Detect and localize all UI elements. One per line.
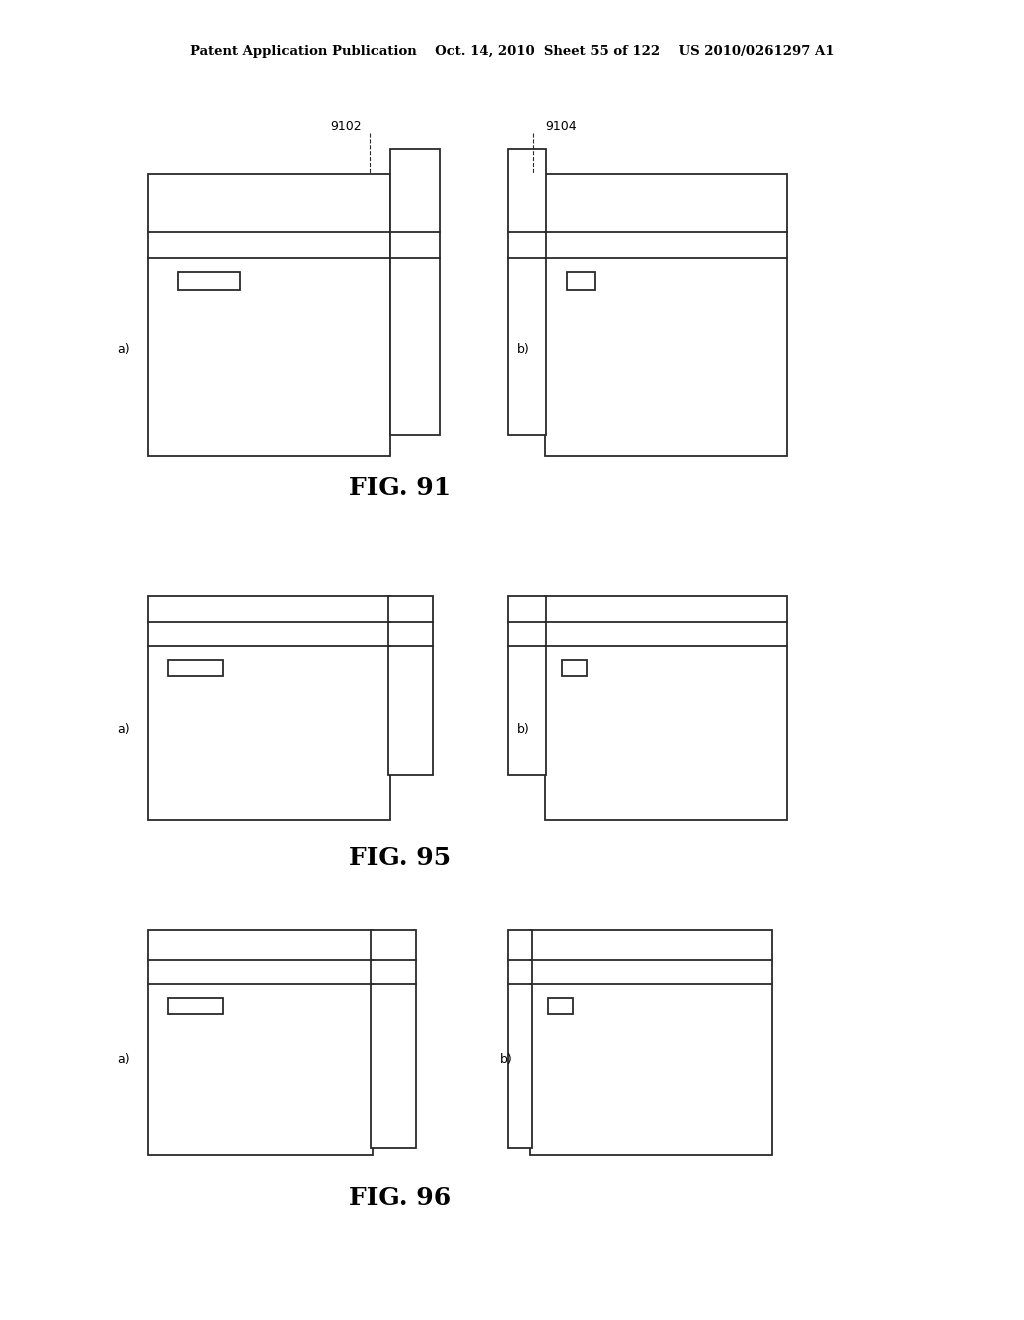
Bar [168, 660, 223, 676]
Text: FIG. 96: FIG. 96 [349, 1185, 451, 1210]
Bar [562, 660, 587, 676]
Text: b): b) [517, 343, 530, 356]
Bar [148, 931, 373, 1155]
Bar [508, 597, 546, 775]
Text: b): b) [501, 1053, 513, 1067]
Text: Patent Application Publication    Oct. 14, 2010  Sheet 55 of 122    US 2010/0261: Patent Application Publication Oct. 14, … [189, 45, 835, 58]
Text: a): a) [118, 343, 130, 356]
Bar [148, 174, 390, 455]
Bar [390, 149, 440, 436]
Text: b): b) [517, 723, 530, 737]
Bar [148, 597, 390, 820]
Bar [530, 931, 772, 1155]
Bar [508, 931, 532, 1148]
Bar [508, 149, 546, 436]
Text: FIG. 91: FIG. 91 [349, 477, 451, 500]
Bar [388, 597, 433, 775]
Bar [371, 931, 416, 1148]
Text: 9102: 9102 [330, 120, 361, 132]
Bar [548, 998, 573, 1014]
Bar [168, 998, 223, 1014]
Text: a): a) [118, 1053, 130, 1067]
Bar [545, 174, 787, 455]
Bar [178, 272, 240, 290]
Text: FIG. 95: FIG. 95 [349, 846, 451, 870]
Bar [545, 597, 787, 820]
Text: a): a) [118, 723, 130, 737]
Bar [567, 272, 595, 290]
Text: 9104: 9104 [545, 120, 577, 132]
